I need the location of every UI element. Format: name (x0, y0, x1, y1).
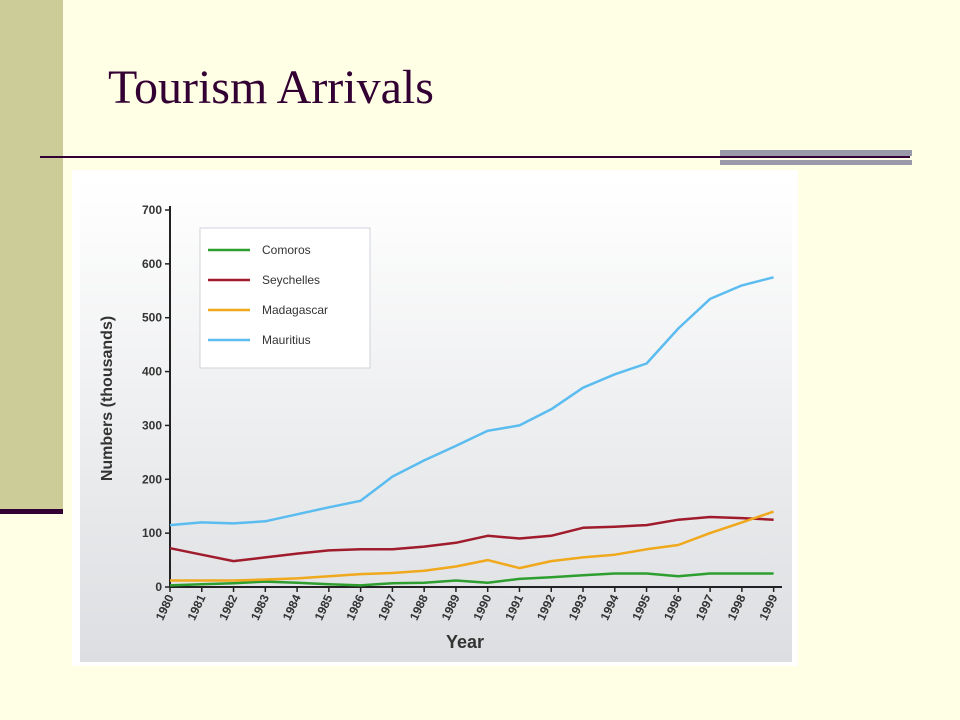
y-tick-label: 300 (142, 418, 162, 432)
y-tick-label: 700 (142, 203, 162, 217)
legend-label-madagascar: Madagascar (262, 303, 328, 317)
y-tick-label: 100 (142, 526, 162, 540)
legend-label-seychelles: Seychelles (262, 273, 320, 287)
y-tick-label: 400 (142, 365, 162, 379)
legend-box (199, 227, 371, 369)
series-line-comoros (169, 572, 774, 587)
legend-label-mauritius: Mauritius (262, 333, 311, 347)
plot-background (80, 180, 792, 662)
slide-title: Tourism Arrivals (108, 61, 434, 114)
series-line-mauritius (169, 276, 774, 527)
title-rule-accent-top (720, 150, 912, 156)
y-axis-label: Numbers (thousands) (99, 316, 116, 481)
x-axis-label: Year (446, 632, 484, 652)
y-tick-label: 0 (155, 580, 162, 594)
side-decor-tick (0, 509, 63, 514)
series-line-seychelles (169, 515, 774, 563)
series-line-madagascar (170, 510, 775, 582)
y-tick-label: 200 (142, 472, 162, 486)
side-decor-bar (0, 0, 63, 510)
chart-frame: 0 100 200 300 400 500 600 700 1980 1981 1982 1983 19… (72, 170, 798, 666)
legend-label-comoros: Comoros (262, 243, 311, 257)
title-rule-line (40, 156, 910, 158)
y-tick-label: 600 (142, 257, 162, 271)
y-tick-label: 500 (142, 311, 162, 325)
title-rule-accent-bottom (720, 160, 912, 165)
